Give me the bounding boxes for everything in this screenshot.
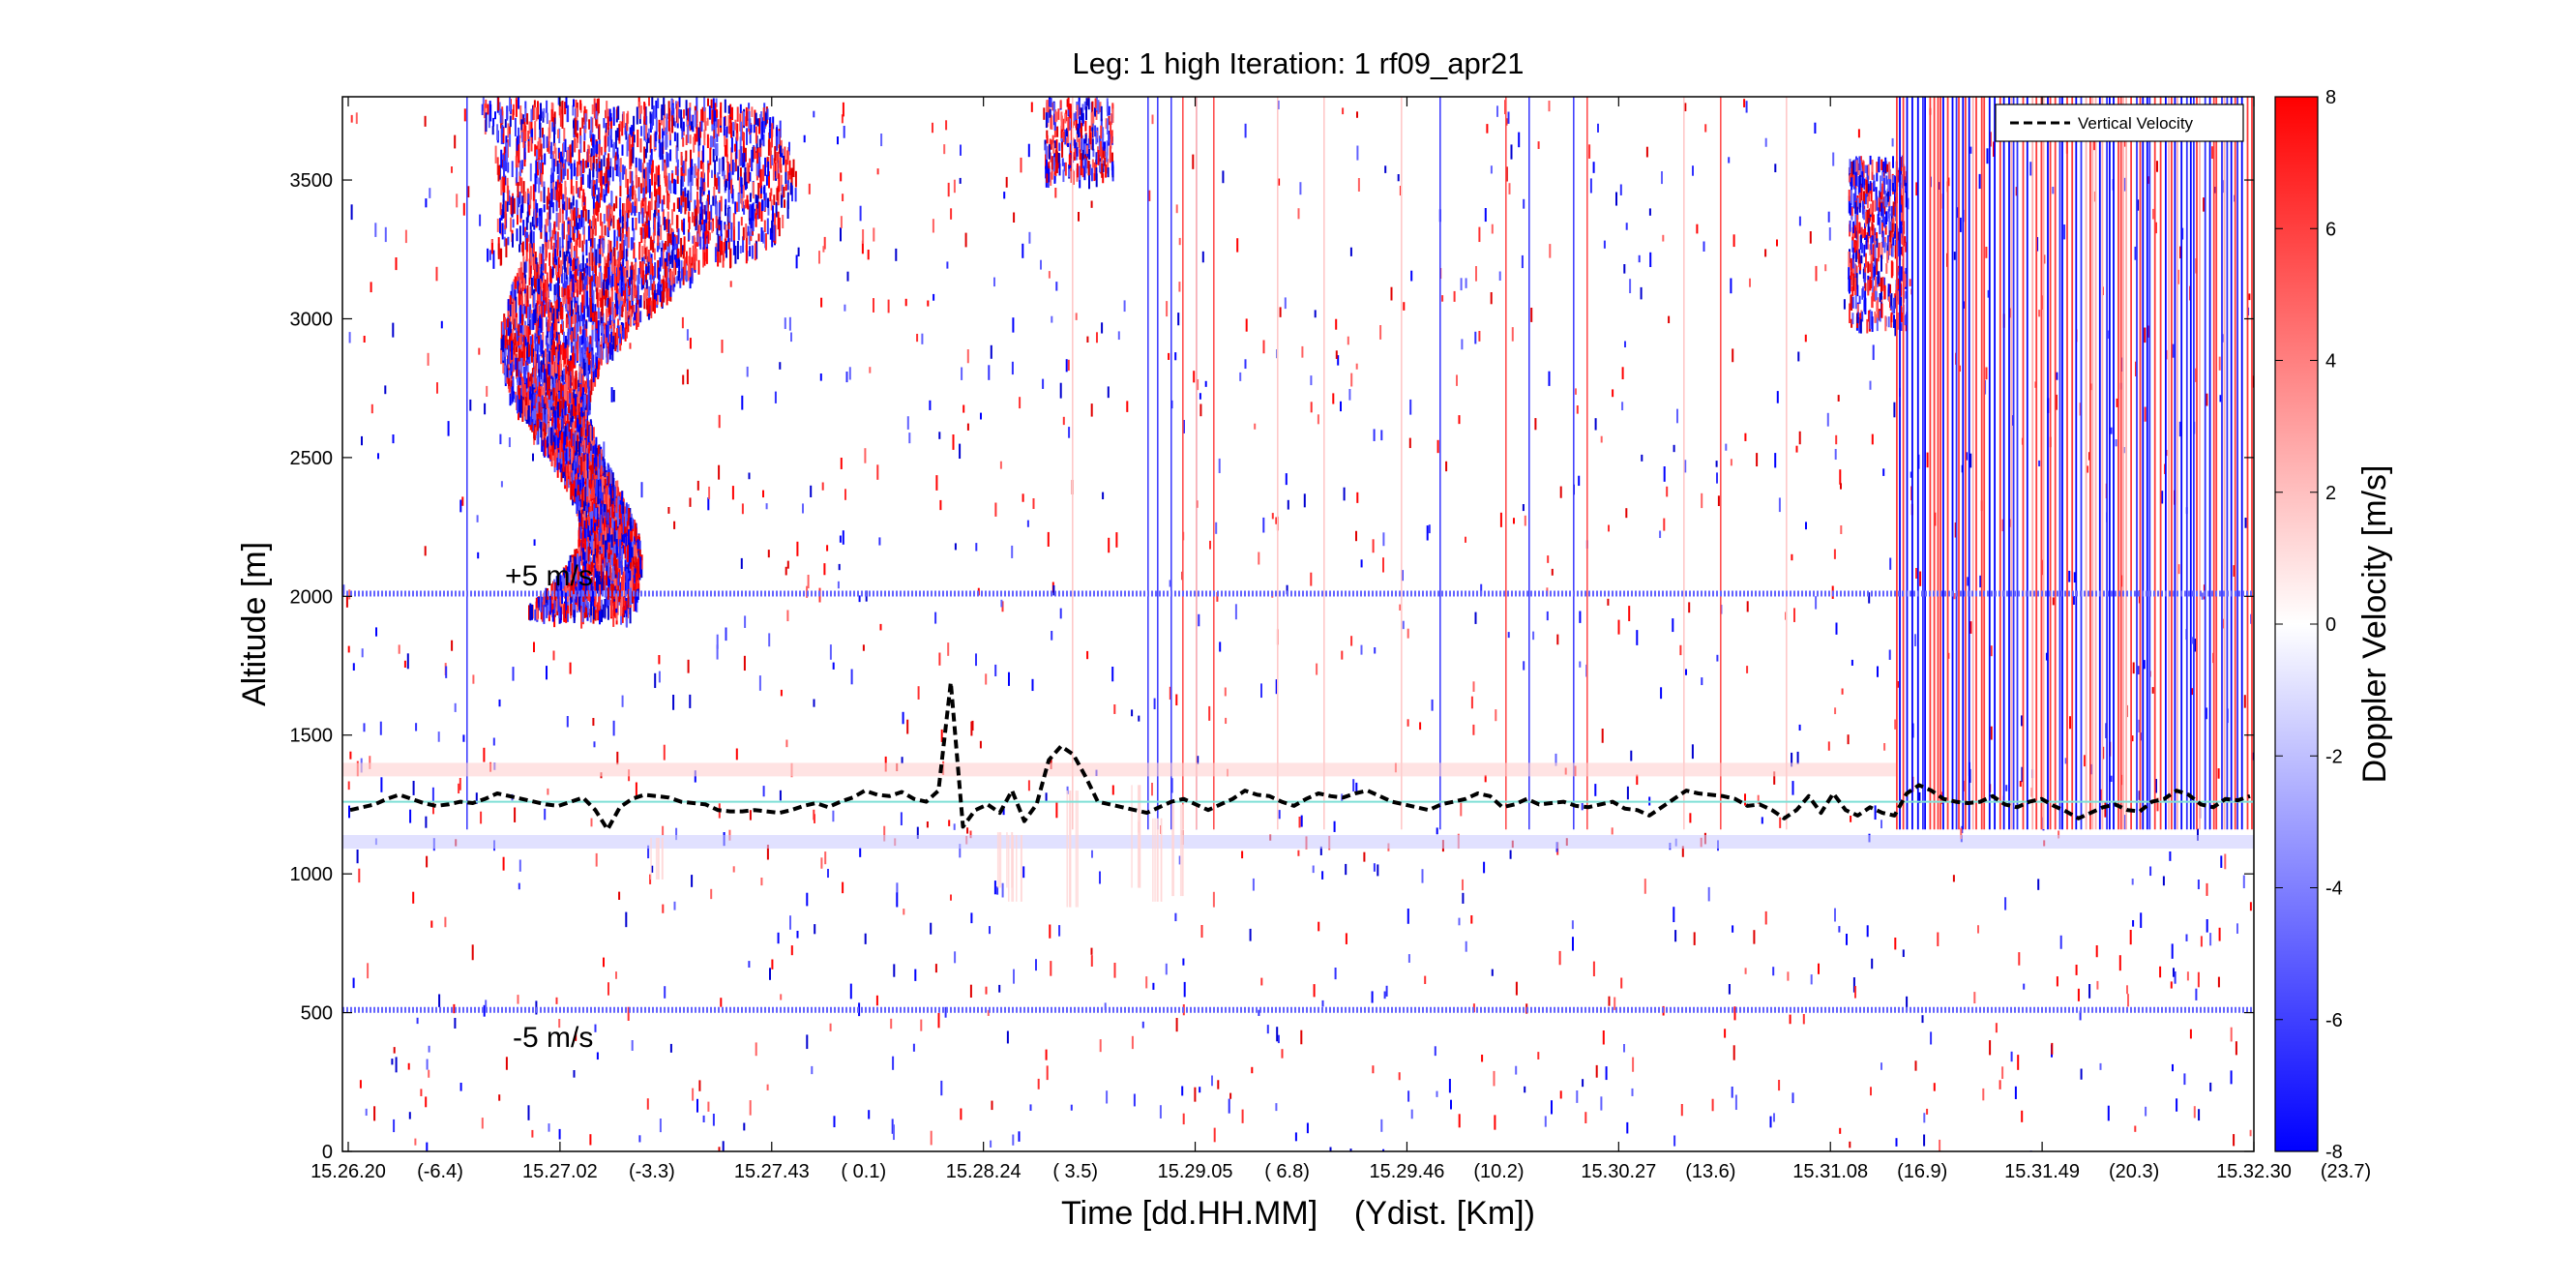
x-tick-time-label: 15.26.20 — [311, 1161, 386, 1182]
colorbar-tick-label: 0 — [2325, 614, 2336, 636]
vertical-velocity-line — [349, 680, 2251, 832]
y-tick-label: 500 — [301, 1003, 333, 1025]
x-tick-ydist-label: (20.3) — [2109, 1161, 2159, 1182]
x-tick-ydist-label: (-3.3) — [629, 1161, 675, 1182]
legend-box: Vertical Velocity — [1995, 104, 2244, 142]
colorbar-tick-label: 2 — [2325, 483, 2336, 504]
y-tick-label: 3500 — [290, 170, 334, 192]
colorbar-ticks: 8 6 4 2 0 -2 -4 -6 -8 — [2275, 87, 2343, 1163]
x-tick-ydist-label: (16.9) — [1897, 1161, 1947, 1182]
y-axis-ticks: 0 500 1000 1500 2000 2500 3000 3500 — [290, 170, 2254, 1163]
x-tick-ydist-label: (23.7) — [2321, 1161, 2371, 1182]
y-tick-label: 3000 — [290, 309, 334, 330]
x-tick-time-label: 15.28.24 — [946, 1161, 1022, 1182]
x-tick-ydist-label: (13.6) — [1685, 1161, 1735, 1182]
x-tick-ydist-label: ( 0.1) — [841, 1161, 886, 1182]
y-axis-label: Altitude [m] — [236, 542, 273, 706]
legend-entry: Vertical Velocity — [2078, 114, 2194, 133]
radar-heatmap — [342, 97, 2254, 1151]
x-axis-ticks: 15.26.20 (-6.4) 15.27.02 (-3.3) 15.27.43 ( 0.… — [311, 97, 2371, 1182]
x-tick-time-label: 15.31.08 — [1792, 1161, 1868, 1182]
annotation-minus-5: -5 m/s — [513, 1022, 593, 1054]
plot-frame — [341, 96, 2255, 1152]
x-axis-label: Time [dd.HH.MM] (Ydist. [Km]) — [1061, 1195, 1535, 1232]
chart-title: Leg: 1 high Iteration: 1 rf09_apr21 — [1072, 46, 1524, 80]
annotation-plus-5: +5 m/s — [505, 560, 593, 592]
colorbar-tick-label: -2 — [2325, 746, 2343, 767]
y-tick-label: 2000 — [290, 586, 334, 608]
x-tick-ydist-label: ( 3.5) — [1052, 1161, 1098, 1182]
colorbar-tick-label: -8 — [2325, 1142, 2343, 1163]
colorbar-label: Doppler Velocity [m/s] — [2356, 465, 2393, 784]
x-tick-time-label: 15.27.02 — [522, 1161, 598, 1182]
x-tick-time-label: 15.32.30 — [2216, 1161, 2292, 1182]
colorbar-tick-label: 8 — [2325, 87, 2336, 108]
y-tick-label: 1000 — [290, 864, 334, 885]
x-tick-time-label: 15.30.27 — [1581, 1161, 1656, 1182]
y-tick-label: 0 — [322, 1142, 333, 1163]
colorbar-tick-label: 6 — [2325, 219, 2336, 240]
plot-background — [342, 97, 2254, 1151]
y-tick-label: 2500 — [290, 448, 334, 469]
colorbar-tick-label: -6 — [2325, 1010, 2343, 1031]
y-tick-label: 1500 — [290, 726, 334, 747]
colorbar-tick-label: -4 — [2325, 879, 2343, 900]
x-tick-ydist-label: ( 6.8) — [1264, 1161, 1310, 1182]
x-tick-ydist-label: (10.2) — [1473, 1161, 1524, 1182]
x-tick-ydist-label: (-6.4) — [417, 1161, 463, 1182]
colorbar-tick-label: 4 — [2325, 351, 2336, 373]
x-tick-time-label: 15.29.46 — [1370, 1161, 1445, 1182]
x-tick-time-label: 15.31.49 — [2004, 1161, 2080, 1182]
vertical-velocity-series — [349, 680, 2251, 832]
x-tick-time-label: 15.29.05 — [1158, 1161, 1233, 1182]
x-tick-time-label: 15.27.43 — [734, 1161, 810, 1182]
